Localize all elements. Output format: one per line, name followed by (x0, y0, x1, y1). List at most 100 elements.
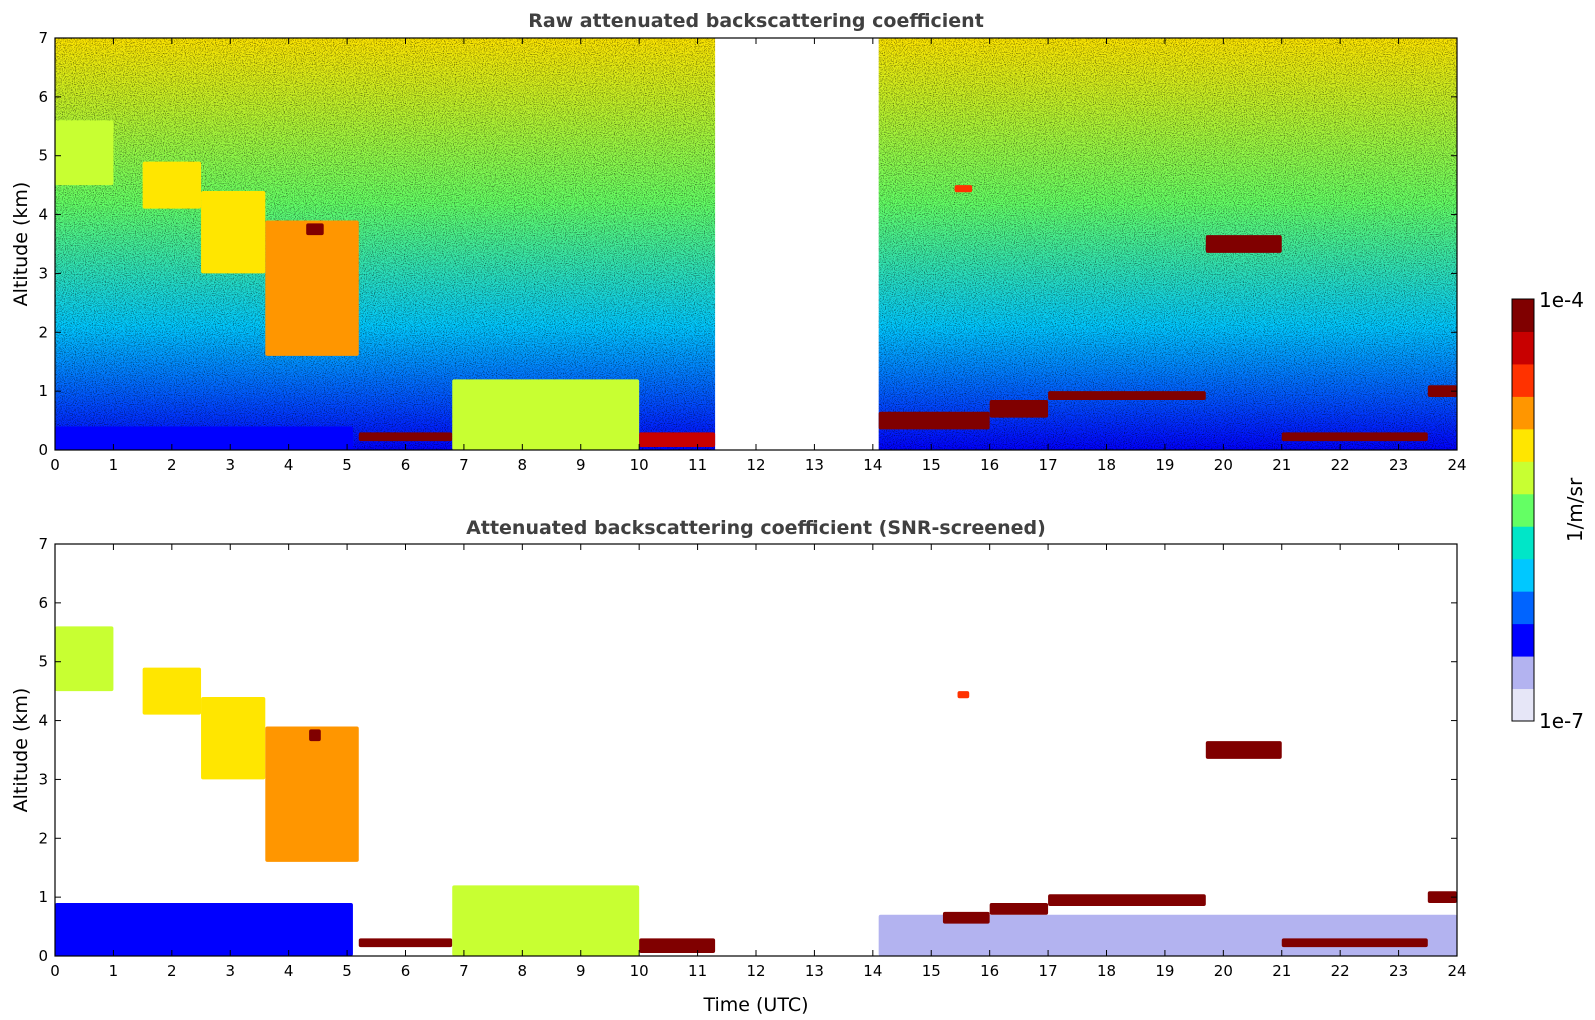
x-tick-label: 20 (1214, 456, 1233, 474)
colorbar-frame (1511, 298, 1535, 722)
panel-screened-title: Attenuated backscattering coefficient (S… (466, 517, 1046, 539)
backscatter-feature (201, 191, 266, 274)
panel-raw-title: Raw attenuated backscattering coefficien… (528, 10, 984, 32)
x-tick-label: 0 (50, 456, 60, 474)
backscatter-feature (1427, 385, 1457, 398)
x-tick-label: 21 (1272, 456, 1291, 474)
colorbar-swatch (1512, 656, 1534, 690)
x-tick-label: 7 (459, 456, 469, 474)
backscatter-feature (639, 432, 716, 448)
y-tick-label: 3 (38, 770, 48, 788)
colorbar-swatch (1512, 688, 1534, 722)
x-tick-label: 13 (805, 456, 824, 474)
y-tick-label: 0 (38, 947, 48, 965)
y-tick-label: 6 (38, 594, 48, 612)
x-tick-label: 19 (1155, 962, 1174, 980)
x-tick-label: 14 (863, 456, 882, 474)
backscatter-feature (957, 691, 970, 699)
x-tick-label: 16 (980, 456, 999, 474)
x-tick-label: 12 (746, 456, 765, 474)
x-tick-label: 5 (342, 456, 352, 474)
x-tick-label: 3 (225, 962, 235, 980)
panel-screened-ticks: 0 1 2 3 4 5 6 7 8 9 10 11 12 13 14 15 16 17 18 19 20 21 22 23 24… (38, 535, 1466, 980)
y-tick-label: 6 (38, 88, 48, 106)
y-tick-label: 3 (38, 264, 48, 282)
x-tick-label: 23 (1389, 456, 1408, 474)
panel-screened-ylabel: Altitude (km) (10, 688, 32, 813)
panel-raw-ticks: 0 1 2 3 4 5 6 7 8 9 10 11 12 13 14 15 16 17 18 19 20 21 22 23 24… (38, 29, 1466, 474)
x-tick-label: 23 (1389, 962, 1408, 980)
backscatter-feature (1281, 938, 1428, 948)
x-tick-label: 15 (922, 456, 941, 474)
x-tick-label: 10 (630, 962, 649, 980)
x-tick-label: 18 (1097, 962, 1116, 980)
x-tick-label: 16 (980, 962, 999, 980)
backscatter-feature (1427, 891, 1457, 904)
backscatter-feature (1048, 391, 1206, 400)
backscatter-feature (142, 667, 202, 715)
x-tick-label: 2 (167, 456, 177, 474)
x-tick-label: 6 (401, 456, 411, 474)
x-tick-label: 11 (688, 962, 707, 980)
colorbar-min-label: 1e-7 (1539, 709, 1584, 733)
y-tick-label: 4 (38, 206, 48, 224)
colorbar-swatch (1512, 623, 1534, 657)
backscatter-feature (954, 185, 973, 193)
x-tick-label: 13 (805, 962, 824, 980)
y-tick-label: 2 (38, 323, 48, 341)
backscatter-feature (358, 938, 453, 948)
x-tick-label: 11 (688, 456, 707, 474)
x-tick-label: 9 (576, 456, 586, 474)
x-tick-label: 17 (1039, 962, 1058, 980)
x-tick-label: 7 (459, 962, 469, 980)
no-data-gap (715, 38, 879, 450)
no-data-gap (715, 544, 879, 956)
y-tick-label: 4 (38, 712, 48, 730)
backscatter-feature (452, 885, 640, 956)
colorbar-swatch (1512, 526, 1534, 560)
backscatter-feature (55, 426, 353, 450)
backscatter-feature (1048, 894, 1206, 906)
x-tick-label: 22 (1331, 456, 1350, 474)
backscatter-feature (878, 411, 990, 430)
x-tick-label: 24 (1447, 962, 1466, 980)
panel-raw-ylabel: Altitude (km) (10, 182, 32, 307)
y-tick-label: 1 (38, 888, 48, 906)
colorbar-swatch (1512, 363, 1534, 397)
x-tick-label: 5 (342, 962, 352, 980)
y-tick-label: 5 (38, 147, 48, 165)
panel-raw-features (55, 38, 1457, 450)
x-tick-label: 12 (746, 962, 765, 980)
x-tick-label: 8 (518, 962, 528, 980)
colorbar-swatch (1512, 428, 1534, 462)
colorbar-swatch (1512, 558, 1534, 592)
x-tick-label: 9 (576, 962, 586, 980)
x-tick-label: 2 (167, 962, 177, 980)
backscatter-feature (1205, 741, 1282, 759)
backscatter-feature (306, 223, 324, 236)
backscatter-feature (1205, 235, 1282, 253)
x-tick-label: 8 (518, 456, 528, 474)
x-tick-label: 14 (863, 962, 882, 980)
y-tick-label: 7 (38, 29, 48, 47)
colorbar-swatches (1512, 299, 1534, 722)
colorbar-swatch (1512, 331, 1534, 365)
colorbar-unit-label: 1/m/sr (1563, 477, 1587, 542)
backscatter-feature (639, 938, 716, 954)
colorbar-swatch (1512, 493, 1534, 527)
panel-screened-xlabel: Time (UTC) (702, 994, 808, 1016)
x-tick-label: 6 (401, 962, 411, 980)
backscatter-feature (201, 697, 266, 780)
y-tick-label: 5 (38, 653, 48, 671)
colorbar-swatch (1512, 396, 1534, 430)
x-tick-label: 18 (1097, 456, 1116, 474)
y-tick-label: 2 (38, 829, 48, 847)
x-tick-label: 15 (922, 962, 941, 980)
colorbar-max-label: 1e-4 (1539, 288, 1584, 312)
x-tick-label: 17 (1039, 456, 1058, 474)
panel-raw: Raw attenuated backscattering coefficien… (10, 10, 1467, 474)
x-tick-label: 4 (284, 456, 294, 474)
x-tick-label: 1 (109, 962, 119, 980)
x-tick-label: 24 (1447, 456, 1466, 474)
